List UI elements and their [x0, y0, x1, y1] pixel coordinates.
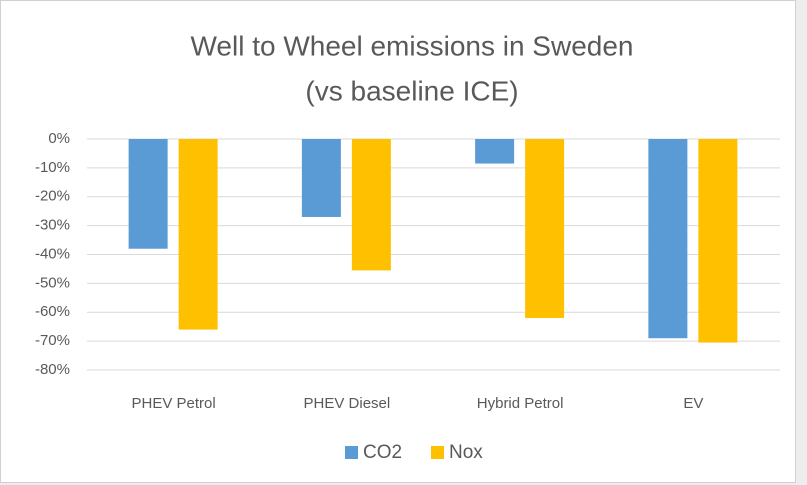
legend-swatch: [345, 446, 358, 459]
bar: [648, 139, 688, 339]
y-tick-label: -80%: [35, 361, 70, 378]
bar: [128, 139, 168, 249]
y-tick-label: -20%: [35, 188, 70, 205]
bar: [525, 139, 565, 319]
x-tick-label: Hybrid Petrol: [477, 395, 564, 412]
y-tick-label: -30%: [35, 217, 70, 234]
y-tick-label: -70%: [35, 332, 70, 349]
x-tick-label: EV: [683, 395, 703, 412]
y-tick-label: 0%: [48, 130, 70, 147]
chart-title: (vs baseline ICE): [305, 75, 518, 106]
bar: [301, 139, 341, 217]
legend-label: CO2: [363, 442, 402, 463]
bar: [351, 139, 391, 271]
y-tick-label: -60%: [35, 303, 70, 320]
chart-title: Well to Wheel emissions in Sweden: [190, 30, 633, 61]
bar: [475, 139, 515, 164]
legend-label: Nox: [449, 442, 483, 463]
legend-swatch: [431, 446, 444, 459]
y-tick-label: -50%: [35, 274, 70, 291]
y-tick-label: -10%: [35, 159, 70, 176]
x-tick-label: PHEV Diesel: [304, 395, 391, 412]
bar: [178, 139, 218, 330]
bar: [698, 139, 738, 343]
x-tick-label: PHEV Petrol: [132, 395, 216, 412]
y-tick-label: -40%: [35, 245, 70, 262]
